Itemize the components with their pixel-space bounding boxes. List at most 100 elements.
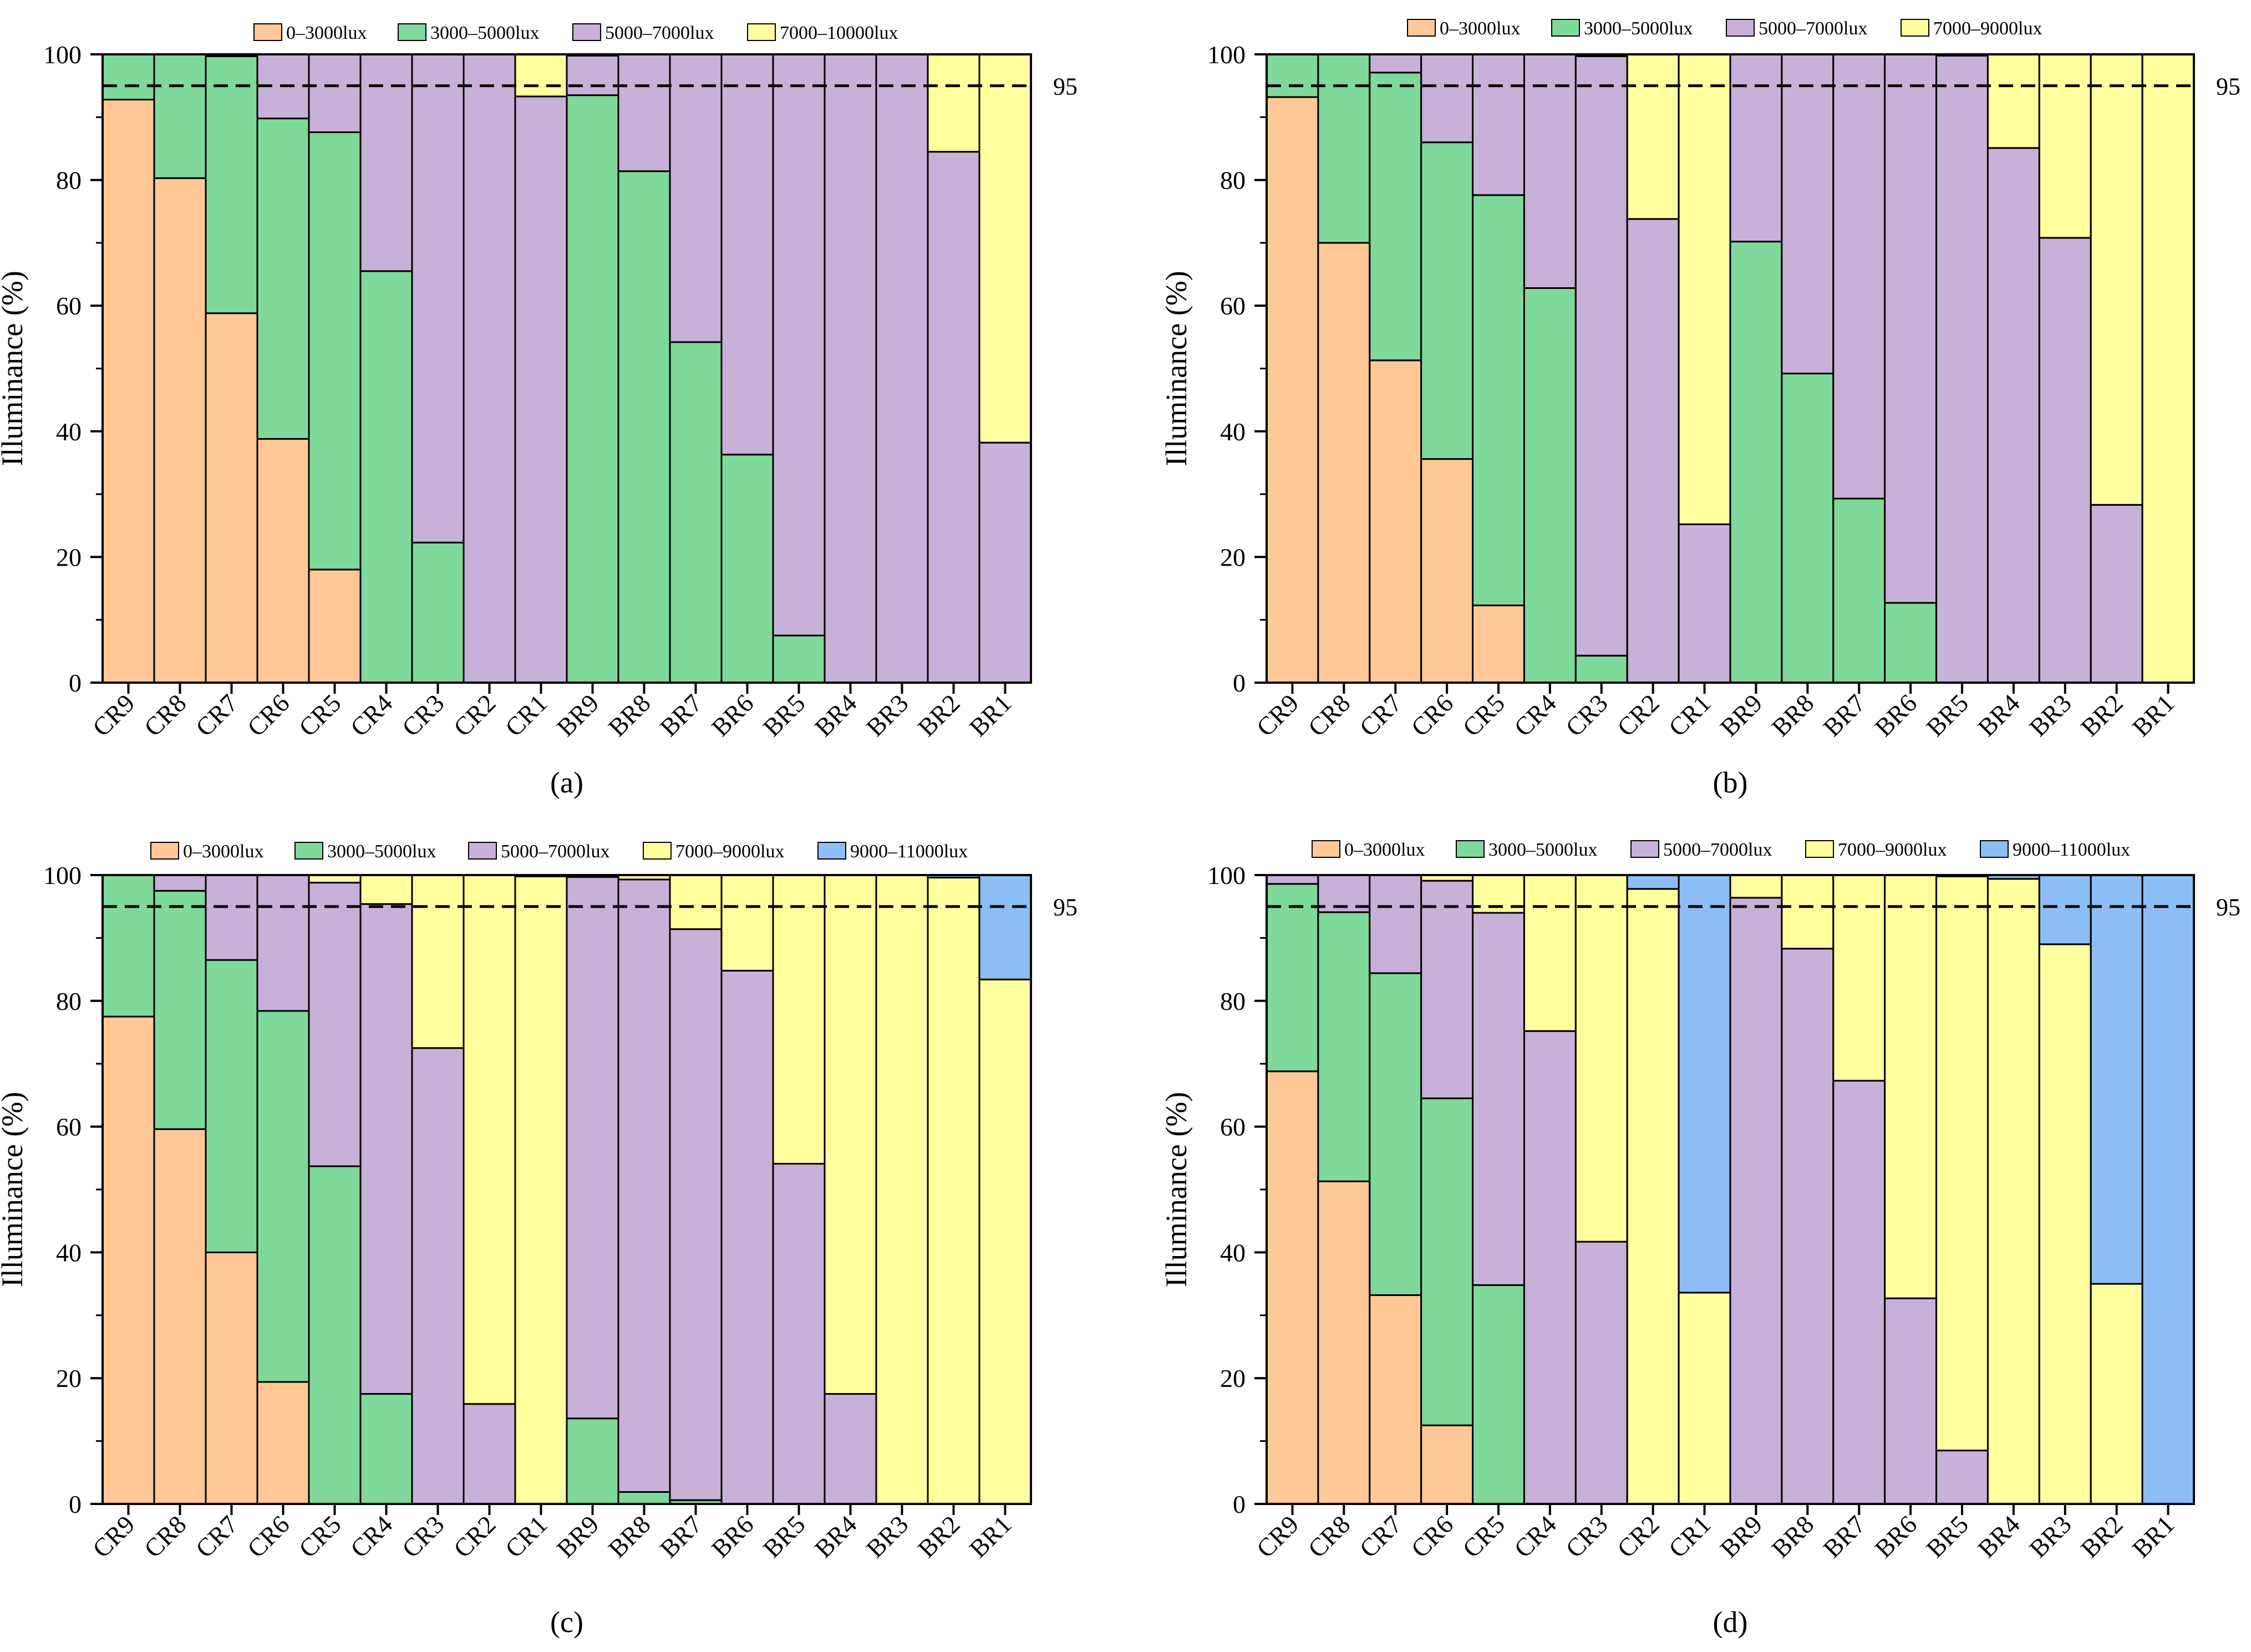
bar-segment: [153, 874, 207, 892]
bar-segment: [256, 118, 310, 440]
x-tick-label: BR5: [758, 689, 811, 742]
bar-segment: [1935, 875, 1989, 1452]
y-tick-label: 40: [56, 1238, 82, 1267]
bar-segment: [617, 53, 671, 172]
bar-segment: [669, 874, 723, 931]
bar-segment: [2038, 53, 2092, 239]
y-tick-label: 80: [56, 166, 82, 195]
bar-segment: [1266, 53, 1319, 98]
x-tick-label: BR9: [1715, 1510, 1768, 1563]
bar-segment: [514, 53, 568, 98]
bar-segment: [463, 874, 516, 1405]
bar-segment: [1626, 888, 1680, 1505]
bar-segment: [411, 1047, 465, 1505]
y-tick-label: 0: [69, 669, 82, 697]
x-tick-label: CR6: [1405, 689, 1459, 742]
bar-segment: [1266, 883, 1319, 1072]
bar-segment: [1574, 1241, 1628, 1505]
x-tick-label: BR6: [706, 1510, 759, 1563]
bar-segment: [2141, 53, 2195, 684]
bar-segment: [1781, 53, 1835, 375]
y-tick-label: 100: [43, 40, 82, 69]
bar-segment: [2090, 874, 2143, 1285]
legend-swatch: [643, 842, 672, 860]
bar-segment: [1832, 1080, 1886, 1505]
y-axis-label: Illuminance (%): [0, 1092, 29, 1287]
x-tick-label: CR2: [1612, 689, 1665, 742]
x-tick-label: CR1: [500, 1510, 553, 1563]
bar-segment: [927, 151, 980, 684]
y-axis-label: Illuminance (%): [1160, 271, 1193, 466]
bar-segment: [1729, 53, 1783, 243]
legend-swatch: [468, 842, 497, 860]
legend-label: 5000–7000lux: [1759, 18, 1867, 39]
bar-segment: [978, 53, 1032, 444]
legend-swatch: [1980, 840, 2009, 858]
x-tick-label: BR2: [2075, 1510, 2128, 1563]
bar-segment: [205, 959, 258, 1253]
bar-segment: [2090, 504, 2143, 684]
x-tick-label: BR9: [551, 1510, 604, 1563]
y-tick-label: 60: [1220, 1113, 1246, 1141]
bar-segment: [2090, 53, 2143, 506]
bar-segment: [720, 969, 774, 1505]
bar-segment: [566, 876, 619, 1420]
x-tick-label: BR6: [1869, 689, 1922, 742]
x-tick-label: CR2: [448, 689, 501, 742]
bar-segment: [1574, 55, 1628, 657]
x-tick-label: BR2: [912, 1510, 966, 1563]
y-tick-label: 0: [1233, 669, 1246, 697]
legend-swatch: [1901, 19, 1929, 37]
bar-segment: [1266, 1070, 1319, 1505]
bar-segment: [1986, 147, 2040, 684]
x-tick-label: CR9: [87, 1510, 140, 1563]
legend-swatch: [398, 23, 426, 41]
bar-segment: [2038, 943, 2092, 1505]
bar-segment: [411, 541, 465, 684]
bar-segment: [720, 454, 774, 684]
bar-segment: [875, 874, 929, 1505]
bar-segment: [566, 54, 619, 96]
bar-segment: [308, 1165, 362, 1505]
bar-segment: [875, 53, 929, 684]
bar-segment: [1472, 194, 1525, 607]
bar-segment: [101, 1015, 155, 1505]
bar-segment: [463, 53, 516, 684]
bar-segment: [359, 270, 413, 684]
panel-label: (a): [550, 766, 583, 799]
legend-label: 5000–7000lux: [605, 23, 714, 43]
bar-segment: [411, 53, 465, 543]
legend-label: 9000–11000lux: [2013, 840, 2130, 860]
y-tick-label: 20: [56, 1364, 82, 1392]
bar-segment: [256, 1381, 310, 1505]
x-tick-label: BR3: [2024, 689, 2077, 742]
x-tick-label: CR8: [139, 689, 192, 742]
bar-segment: [1266, 874, 1319, 885]
bar-segment: [1729, 241, 1783, 684]
panel-label: (c): [550, 1605, 583, 1639]
x-tick-label: CR4: [1508, 1510, 1562, 1563]
legend-label: 3000–5000lux: [1488, 840, 1597, 860]
bar-segment: [1626, 218, 1680, 684]
bar-segment: [1523, 287, 1577, 684]
bar-segment: [359, 903, 413, 1395]
x-tick-label: BR3: [861, 689, 914, 742]
bar-segment: [1935, 1450, 1989, 1505]
bar-segment: [1472, 604, 1525, 684]
x-tick-label: BR3: [861, 1510, 914, 1563]
legend-swatch: [1630, 840, 1659, 858]
y-tick-label: 0: [69, 1490, 82, 1518]
bar-segment: [772, 1163, 826, 1505]
bar-segment: [1369, 1294, 1422, 1505]
bar-segment: [101, 874, 155, 1018]
bar-segment: [308, 882, 362, 1167]
x-tick-label: BR9: [551, 689, 604, 742]
x-tick-label: CR7: [190, 689, 243, 742]
bar-segment: [772, 53, 826, 637]
x-tick-label: BR7: [654, 1510, 708, 1563]
bar-segment: [463, 1403, 516, 1505]
bar-segment: [1317, 53, 1371, 244]
bar-segment: [1472, 53, 1525, 196]
x-tick-label: BR6: [706, 689, 759, 742]
